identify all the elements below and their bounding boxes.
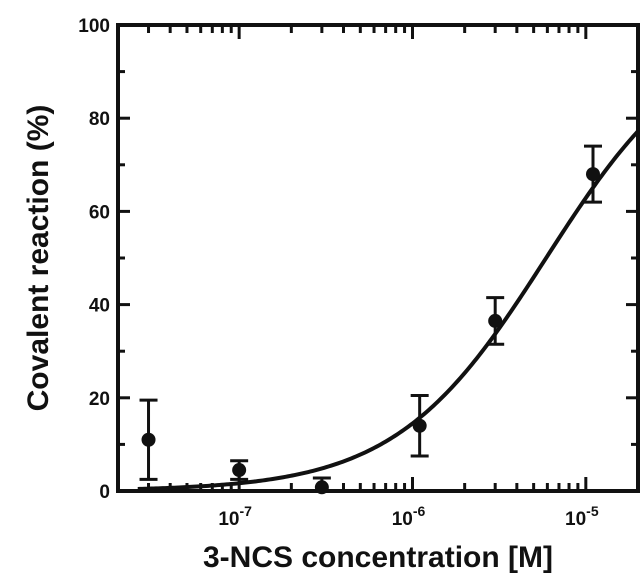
x-axis-title: 3-NCS concentration [M] — [203, 541, 553, 574]
y-tick-label: 100 — [78, 16, 110, 37]
y-tick-label: 20 — [89, 389, 110, 410]
plot-frame — [116, 23, 640, 493]
y-tick-label: 0 — [99, 482, 110, 503]
y-tick-label: 60 — [89, 202, 110, 223]
ticks-group — [116, 23, 640, 493]
data-point — [232, 463, 247, 478]
data-point — [141, 432, 156, 447]
x-tick-label: 10-5 — [565, 503, 599, 530]
y-axis-title: Covalent reaction (%) — [22, 105, 55, 412]
y-tick-labels: 0 20 40 60 80 100 — [78, 16, 110, 503]
points-group — [141, 167, 600, 495]
fit-curve — [137, 129, 640, 491]
data-point — [585, 167, 600, 182]
errorbars-group — [139, 144, 602, 491]
x-tick-label: 10-7 — [218, 503, 252, 530]
data-point — [314, 480, 329, 495]
y-tick-label: 40 — [89, 296, 110, 317]
data-point — [488, 313, 503, 328]
y-tick-label: 80 — [89, 109, 110, 130]
x-tick-labels: 10-7 10-6 10-5 — [218, 503, 598, 530]
data-point — [412, 418, 427, 433]
x-tick-label: 10-6 — [392, 503, 426, 530]
